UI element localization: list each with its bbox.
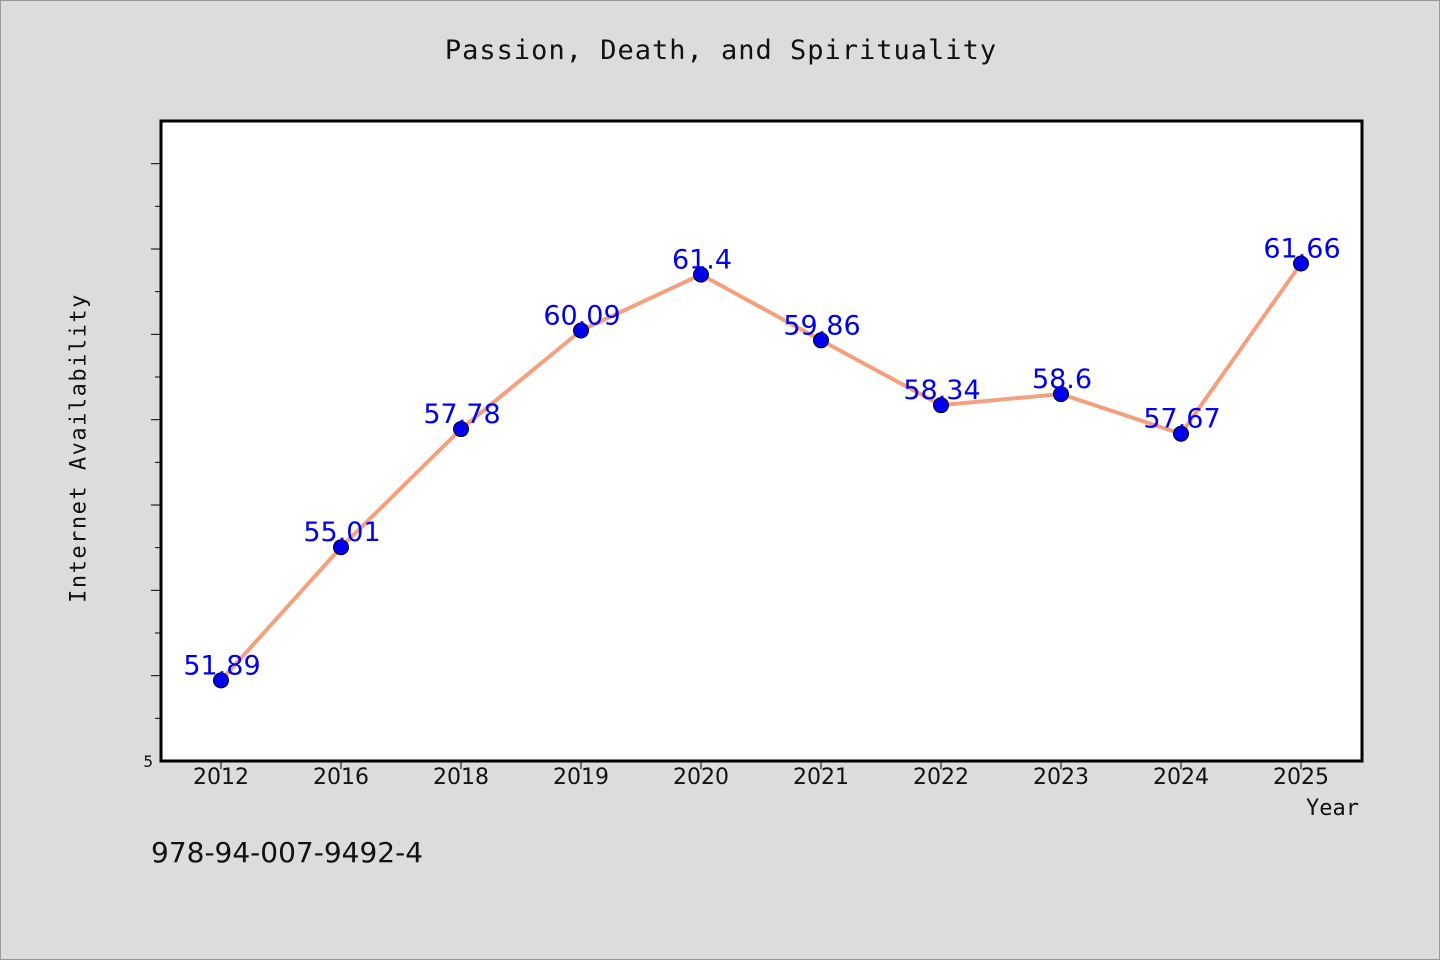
x-axis-label: Year bbox=[1306, 796, 1359, 821]
data-label: 61.66 bbox=[1263, 234, 1340, 265]
data-point bbox=[573, 322, 589, 339]
data-point bbox=[333, 539, 349, 556]
data-point bbox=[1293, 255, 1309, 272]
data-point bbox=[213, 672, 229, 689]
y-tick-label: 5 bbox=[143, 752, 153, 771]
x-tick-label: 2012 bbox=[193, 765, 249, 790]
plot-area bbox=[159, 119, 1364, 763]
series-line bbox=[219, 261, 1303, 683]
x-tick-label: 2020 bbox=[673, 765, 729, 790]
x-tick-label: 2023 bbox=[1033, 765, 1089, 790]
data-label: 58.34 bbox=[903, 375, 980, 406]
x-tick-label: 2016 bbox=[313, 765, 369, 790]
data-label: 57.78 bbox=[423, 399, 500, 430]
data-point bbox=[693, 266, 709, 283]
data-label: 57.67 bbox=[1143, 404, 1220, 435]
x-tick-label: 2021 bbox=[793, 765, 849, 790]
data-label: 60.09 bbox=[543, 300, 620, 331]
x-tick-label: 2024 bbox=[1153, 765, 1209, 790]
isbn-text: 978-94-007-9492-4 bbox=[151, 836, 424, 869]
data-label: 55.01 bbox=[303, 517, 380, 548]
chart-title: Passion, Death, and Spirituality bbox=[444, 35, 998, 66]
data-point bbox=[813, 332, 829, 349]
data-label: 51.89 bbox=[183, 650, 260, 681]
data-label: 59.86 bbox=[783, 310, 860, 341]
x-tick-label: 2022 bbox=[913, 765, 969, 790]
data-point bbox=[1053, 386, 1069, 403]
x-tick-label: 2018 bbox=[433, 765, 489, 790]
data-label: 61.4 bbox=[672, 245, 732, 276]
data-point bbox=[933, 397, 949, 414]
data-point bbox=[1173, 425, 1189, 442]
data-label: 58.6 bbox=[1032, 364, 1092, 395]
data-point bbox=[453, 421, 469, 438]
x-tick-label: 2019 bbox=[553, 765, 609, 790]
x-tick-label: 2025 bbox=[1273, 765, 1329, 790]
